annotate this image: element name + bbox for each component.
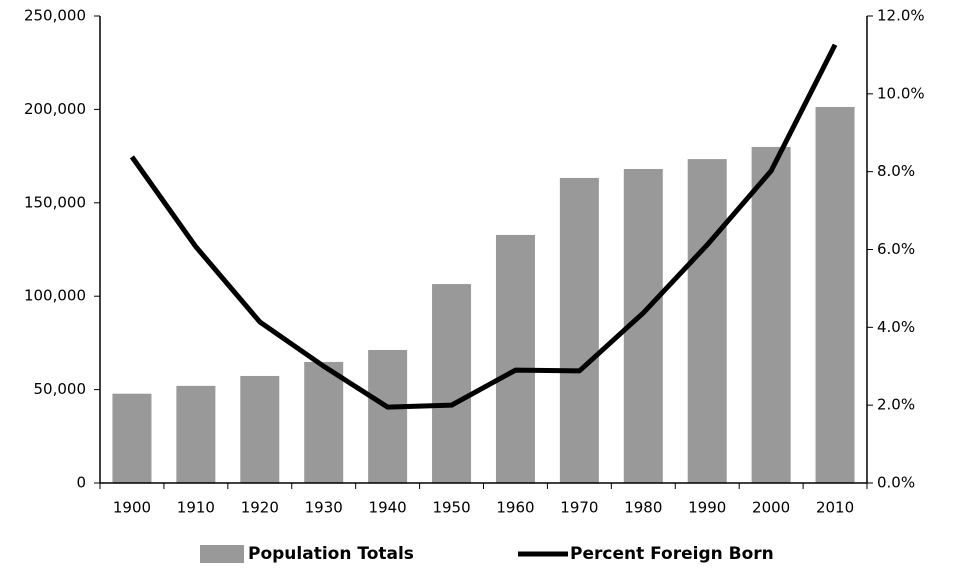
bar — [687, 159, 727, 483]
y-tick-label: 250,000 — [24, 7, 86, 25]
x-tick-label: 1960 — [496, 499, 534, 517]
bar — [112, 393, 152, 483]
bar — [368, 349, 408, 483]
y2-tick-label: 4.0% — [877, 318, 915, 336]
x-tick-label: 1940 — [369, 499, 407, 517]
x-tick-label: 1900 — [113, 499, 151, 517]
y-tick-label: 100,000 — [24, 287, 86, 305]
x-tick-label: 2010 — [816, 499, 854, 517]
line — [129, 43, 838, 410]
y2-tick-label: 10.0% — [877, 84, 925, 102]
bar — [240, 375, 280, 483]
y2-tick-label: 6.0% — [877, 240, 915, 258]
bar — [432, 284, 472, 483]
bar — [495, 234, 535, 483]
x-tick-label: 1930 — [305, 499, 343, 517]
bar — [304, 361, 344, 483]
y2-tick-label: 0.0% — [877, 474, 915, 492]
legend-label: Population Totals — [248, 544, 414, 564]
y-tick-label: 50,000 — [34, 380, 87, 398]
x-tick-label: 2000 — [752, 499, 790, 517]
x-tick-label: 1980 — [624, 499, 662, 517]
y2-tick-label: 2.0% — [877, 396, 915, 414]
y2-tick-label: 12.0% — [877, 7, 925, 25]
x-tick-label: 1910 — [177, 499, 215, 517]
bar — [815, 106, 855, 483]
legend-swatch — [200, 545, 244, 563]
y-tick-label: 0 — [76, 474, 86, 492]
x-tick-label: 1990 — [688, 499, 726, 517]
bar — [751, 146, 791, 484]
x-tick-label: 1950 — [432, 499, 470, 517]
bar — [176, 385, 216, 483]
bar — [559, 177, 599, 483]
x-tick-label: 1920 — [241, 499, 279, 517]
y-tick-label: 200,000 — [24, 100, 86, 118]
legend-label: Percent Foreign Born — [570, 544, 774, 564]
x-tick-label: 1970 — [560, 499, 598, 517]
y-tick-label: 150,000 — [24, 193, 86, 211]
y2-tick-label: 8.0% — [877, 162, 915, 180]
